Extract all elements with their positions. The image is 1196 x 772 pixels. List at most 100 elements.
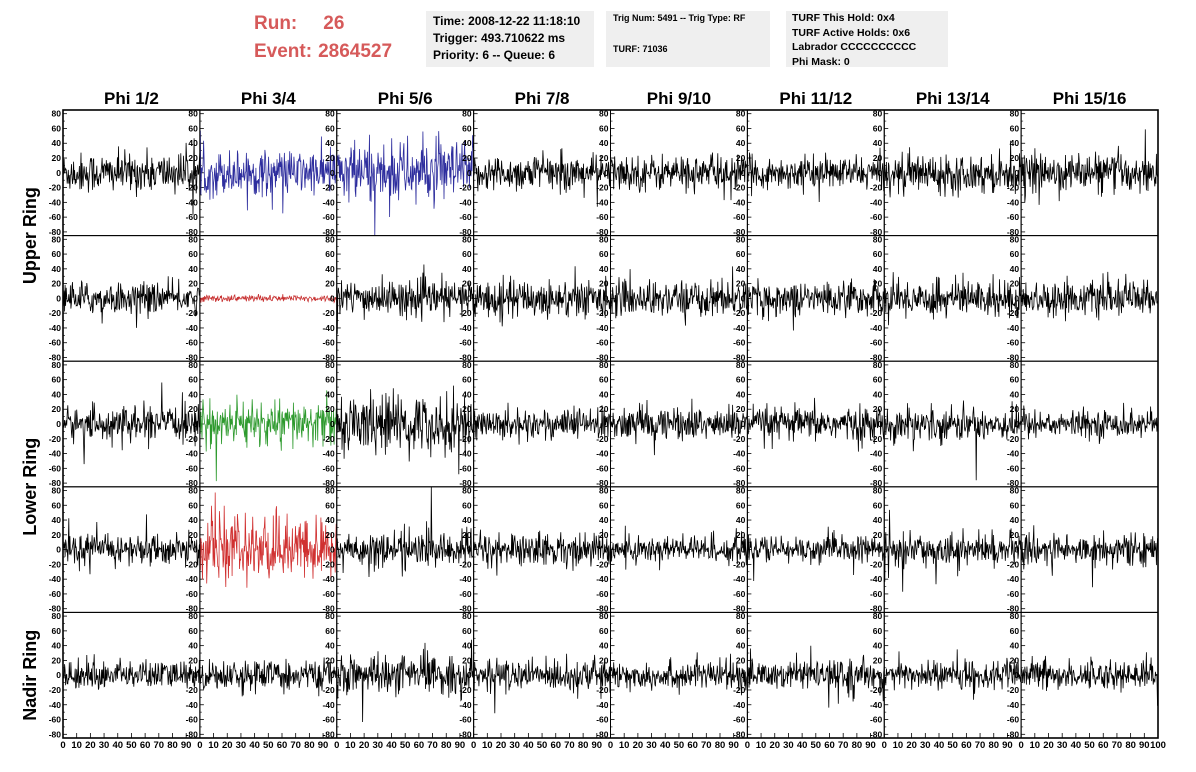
- event-label: Event:: [254, 41, 313, 62]
- x-tick-label: 50: [126, 740, 137, 751]
- x-tick-label: 40: [386, 740, 397, 751]
- row-group-label: Upper Ring: [20, 187, 40, 284]
- y-tick-label: 80: [462, 360, 472, 370]
- y-tick-label: 40: [599, 389, 609, 399]
- y-tick-label: -40: [322, 574, 335, 584]
- y-tick-label: -60: [49, 212, 62, 222]
- y-tick-label: 40: [462, 641, 472, 651]
- x-tick-label: 80: [852, 740, 863, 751]
- waveform-trace: [62, 514, 201, 575]
- y-tick-label: 80: [188, 109, 198, 119]
- waveform-trace: [199, 130, 338, 214]
- y-tick-label: -40: [870, 449, 883, 459]
- y-tick-label: 60: [462, 500, 472, 510]
- y-tick-label: 60: [1010, 500, 1020, 510]
- waveform-trace: [62, 382, 201, 465]
- waveform-panel: -80 -60 -40 -20 0 20 40 60 80: [459, 360, 611, 488]
- x-tick-label: 10: [345, 740, 356, 751]
- waveform-trace: [473, 653, 611, 714]
- y-tick-label: -60: [459, 463, 472, 473]
- y-tick-label: 80: [1010, 485, 1020, 495]
- y-tick-label: 40: [736, 264, 746, 274]
- x-tick-label: 30: [373, 740, 384, 751]
- y-tick-label: 80: [462, 234, 472, 244]
- y-tick-label: 40: [188, 138, 198, 148]
- y-tick-label: -80: [1007, 353, 1020, 363]
- y-tick-label: -20: [1007, 685, 1020, 695]
- y-tick-label: 40: [52, 515, 62, 525]
- x-tick-label: 0: [60, 740, 65, 751]
- y-tick-label: -60: [596, 463, 609, 473]
- y-tick-label: 40: [462, 264, 472, 274]
- y-tick-label: -80: [733, 478, 746, 488]
- y-tick-label: -80: [322, 227, 335, 237]
- y-tick-label: 60: [736, 123, 746, 133]
- waveform-panel: -80 -60 -40 -20 0 20 40 60 80: [49, 109, 201, 237]
- y-tick-label: -20: [596, 434, 609, 444]
- y-tick-label: -60: [733, 338, 746, 348]
- waveform-panel: -80 -60 -40 -20 0 20 40 60 80: [322, 109, 475, 237]
- y-tick-label: -80: [1007, 478, 1020, 488]
- x-tick-label: 90: [1139, 740, 1150, 751]
- y-tick-label: 80: [736, 234, 746, 244]
- y-tick-label: -40: [322, 700, 335, 710]
- y-tick-label: -40: [322, 449, 335, 459]
- y-tick-label: 60: [873, 375, 883, 385]
- turf-text: TURF: 71036: [613, 44, 668, 54]
- x-tick-label: 60: [961, 740, 972, 751]
- y-tick-label: -40: [186, 197, 199, 207]
- y-tick-label: -60: [596, 212, 609, 222]
- y-tick-label: 0: [741, 670, 746, 680]
- time-trigger-box: Time: 2008-12-22 11:18:10 Trigger: 493.7…: [426, 11, 594, 67]
- y-tick-label: 20: [325, 530, 335, 540]
- y-tick-label: 60: [325, 500, 335, 510]
- trig-num-text: Trig Num: 5491 -- Trig Type: RF: [613, 13, 746, 23]
- y-tick-label: 40: [462, 515, 472, 525]
- y-tick-label: 0: [193, 670, 198, 680]
- y-tick-label: 20: [736, 279, 746, 289]
- x-tick-label: 50: [1084, 740, 1095, 751]
- y-tick-label: -20: [322, 559, 335, 569]
- waveform-trace: [199, 655, 338, 697]
- y-tick-label: -20: [870, 308, 883, 318]
- y-tick-label: -20: [733, 685, 746, 695]
- y-tick-label: 0: [467, 168, 472, 178]
- waveform-panel: -80 -60 -40 -20 0 20 40 60 80: [870, 234, 1022, 363]
- x-tick-label: 80: [1125, 740, 1136, 751]
- y-tick-label: 80: [188, 485, 198, 495]
- y-tick-label: 80: [736, 109, 746, 119]
- column-header: Phi 5/6: [378, 89, 433, 108]
- x-tick-label: 20: [359, 740, 370, 751]
- waveform-trace: [883, 140, 1022, 198]
- waveform-trace: [747, 147, 885, 203]
- y-tick-label: -60: [733, 715, 746, 725]
- waveform-trace: [473, 528, 611, 576]
- y-tick-label: 60: [736, 500, 746, 510]
- x-tick-label: 10: [619, 740, 630, 751]
- run-row: Run: 26: [254, 10, 392, 38]
- waveform-panel: -80 -60 -40 -20 0 20 40 60 80: [1007, 360, 1159, 488]
- x-tick-label: 40: [249, 740, 260, 751]
- y-tick-label: -80: [459, 478, 472, 488]
- y-tick-label: -80: [596, 729, 609, 739]
- y-tick-label: -60: [1007, 212, 1020, 222]
- y-tick-label: -40: [322, 323, 335, 333]
- y-tick-label: 0: [56, 545, 61, 555]
- y-tick-label: 80: [52, 485, 62, 495]
- y-tick-label: 20: [188, 530, 198, 540]
- y-tick-label: -60: [459, 212, 472, 222]
- y-tick-label: 20: [52, 153, 62, 163]
- waveform-trace: [883, 509, 1022, 592]
- y-tick-label: 0: [330, 670, 335, 680]
- y-tick-label: -80: [49, 353, 62, 363]
- y-tick-label: -60: [186, 338, 199, 348]
- y-tick-label: -80: [49, 604, 62, 614]
- x-tick-label: 50: [947, 740, 958, 751]
- y-tick-label: -20: [49, 559, 62, 569]
- y-tick-label: 20: [1010, 279, 1020, 289]
- x-tick-label: 90: [455, 740, 466, 751]
- y-tick-label: -60: [322, 589, 335, 599]
- waveform-trace: [610, 525, 748, 571]
